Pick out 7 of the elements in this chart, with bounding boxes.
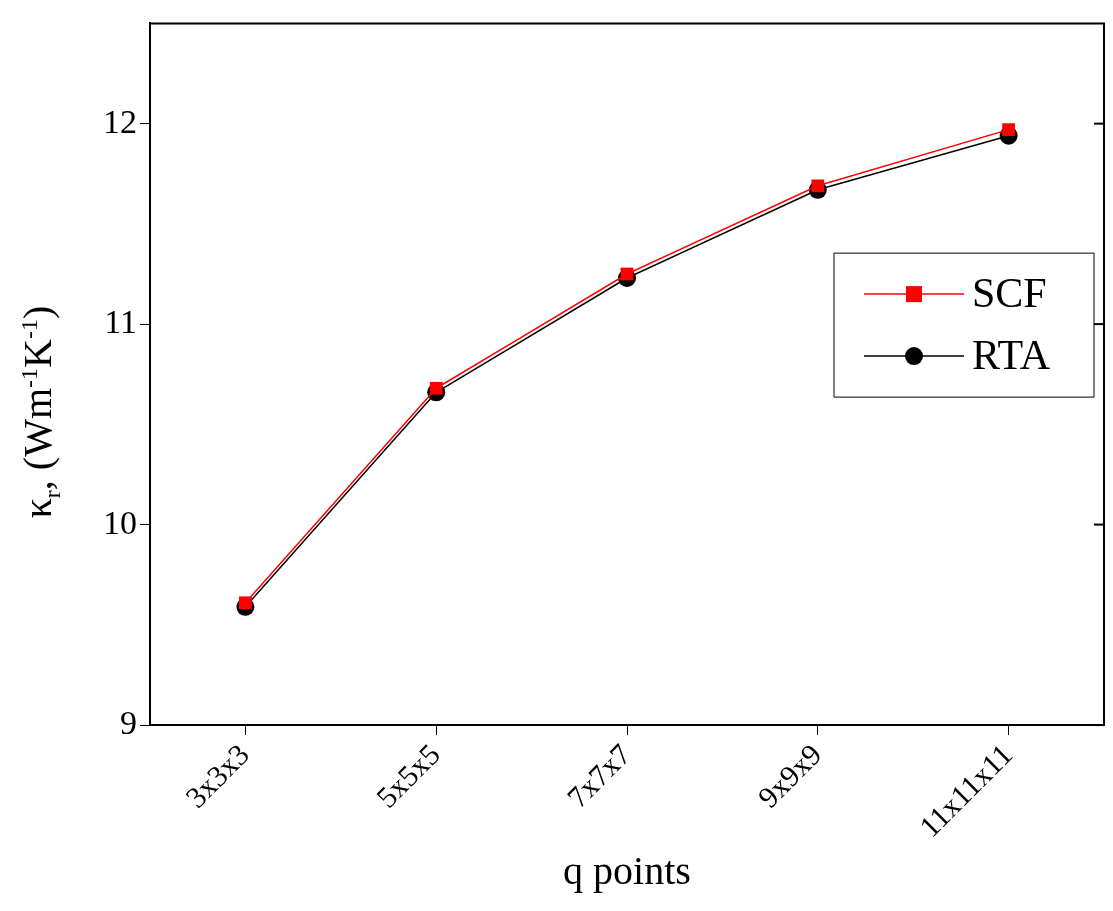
x-axis-title: q points bbox=[563, 847, 691, 893]
y-tick-label: 11 bbox=[104, 303, 137, 341]
legend-label: RTA bbox=[972, 332, 1051, 379]
y-tick-label: 12 bbox=[103, 102, 137, 140]
y-tick-label: 9 bbox=[120, 703, 137, 741]
legend-label: SCF bbox=[972, 270, 1047, 317]
y-tick-label: 10 bbox=[103, 503, 137, 541]
